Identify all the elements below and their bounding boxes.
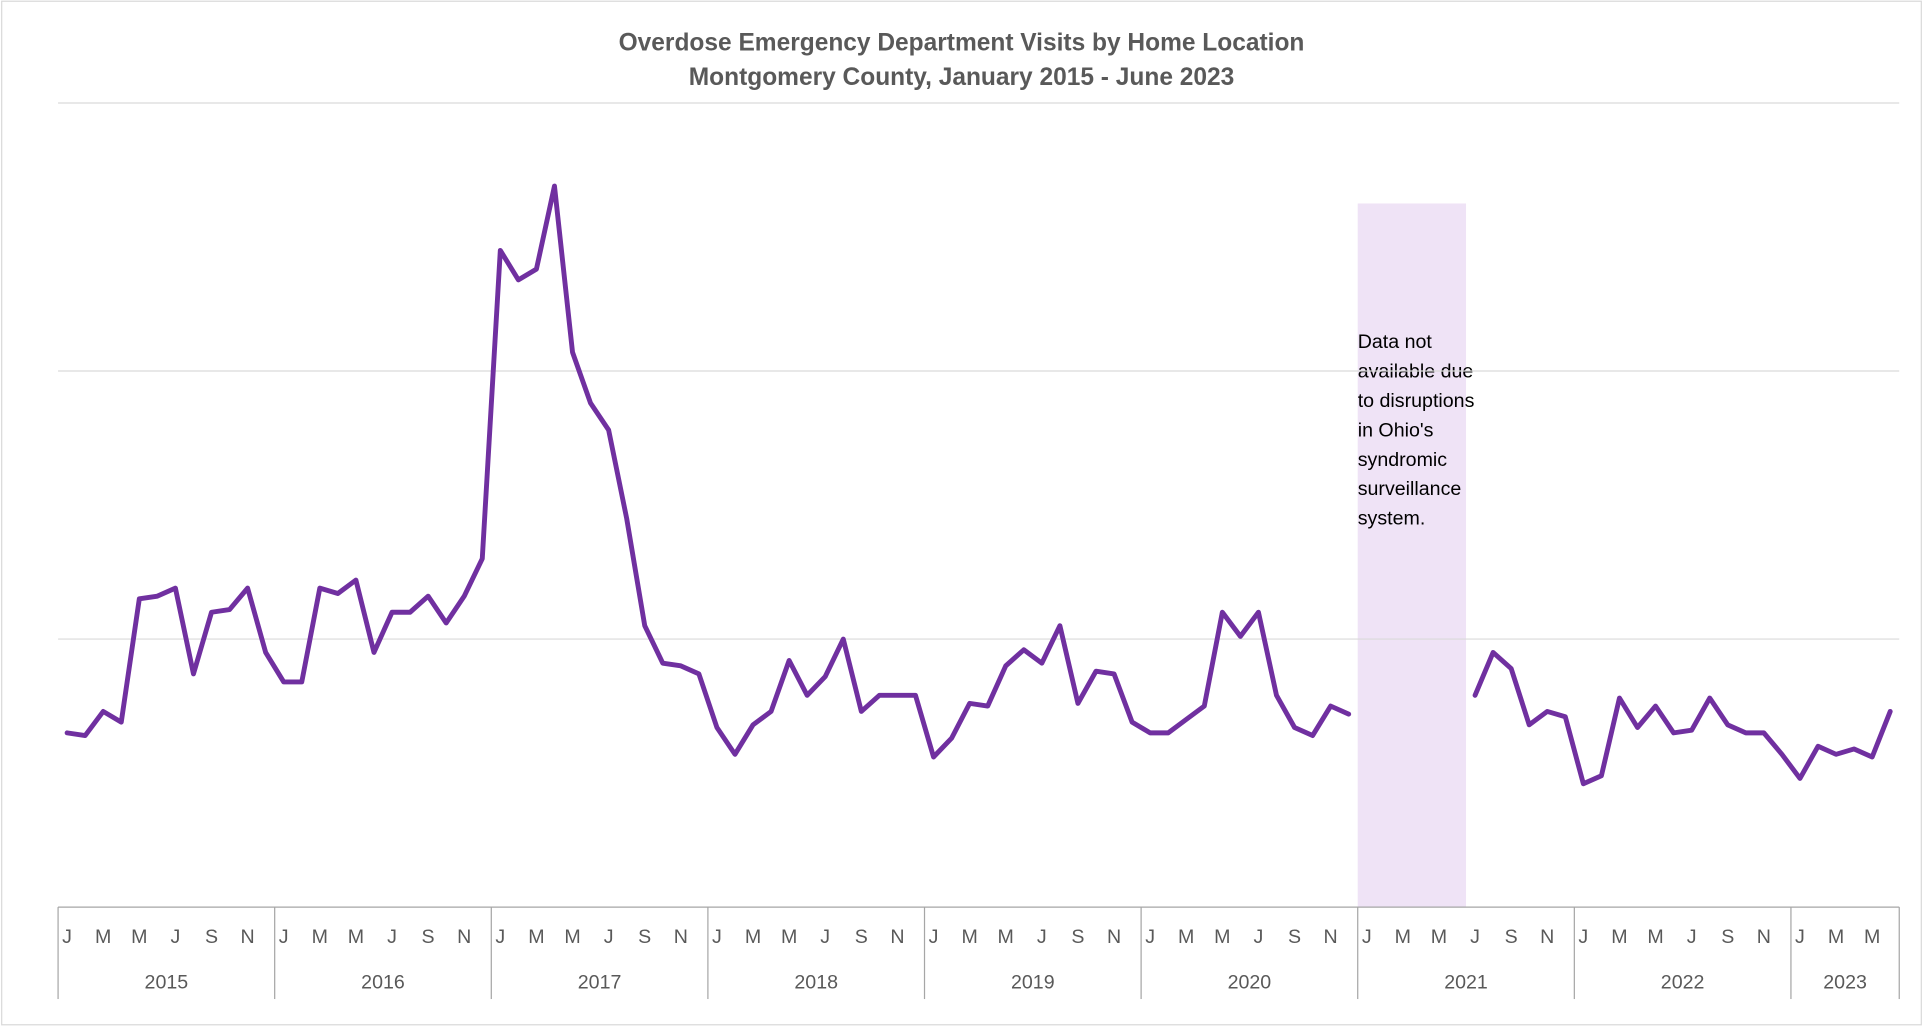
x-tick-label: N (1540, 926, 1554, 948)
x-tick-label: M (95, 926, 111, 948)
x-tick-label: J (495, 926, 505, 948)
x-tick-label: J (387, 926, 397, 948)
x-tick-label: N (241, 926, 255, 948)
x-tick-label: S (1505, 926, 1518, 948)
x-tick-label: J (171, 926, 181, 948)
x-tick-label: J (1145, 926, 1155, 948)
annotation: Data not available due to disruptions in… (1357, 332, 1475, 530)
x-tick-label: S (1721, 926, 1734, 948)
year-label: 2017 (578, 971, 622, 993)
x-tick-label: M (961, 926, 977, 948)
x-tick-label: N (1107, 926, 1121, 948)
x-tick-label: M (312, 926, 328, 948)
x-tick-label: M (745, 926, 761, 948)
year-label: 2018 (794, 971, 838, 993)
x-tick-label: S (205, 926, 218, 948)
no-data-band (1357, 203, 1467, 908)
x-tick-label: M (348, 926, 364, 948)
data-line (1472, 650, 1893, 787)
x-tick-label: N (890, 926, 904, 948)
x-tick-label: J (1578, 926, 1588, 948)
x-tick-label: M (528, 926, 544, 948)
x-tick-label: S (1071, 926, 1084, 948)
year-label: 2020 (1228, 971, 1272, 993)
x-tick-label: J (62, 926, 72, 948)
x-tick-label: S (1288, 926, 1301, 948)
x-tick-label: J (604, 926, 614, 948)
x-tick-label: M (131, 926, 147, 948)
x-tick-label: M (998, 926, 1014, 948)
annotation-box: Data not available due to disruptions in… (1357, 332, 1475, 530)
data-line (64, 183, 1352, 760)
year-label: 2021 (1444, 971, 1488, 993)
x-tick-label: M (1395, 926, 1411, 948)
x-tick-label: M (1647, 926, 1663, 948)
x-tick-label: N (1757, 926, 1771, 948)
x-tick-label: M (1431, 926, 1447, 948)
year-label: 2022 (1661, 971, 1705, 993)
x-tick-label: M (1864, 926, 1880, 948)
x-tick-label: S (638, 926, 651, 948)
x-tick-label: N (1324, 926, 1338, 948)
x-tick-label: J (820, 926, 830, 948)
x-tick-label: J (1795, 926, 1805, 948)
chart-title: Overdose Emergency Department Visits by … (619, 30, 1305, 57)
x-tick-label: J (712, 926, 722, 948)
x-tick-label: J (1037, 926, 1047, 948)
x-tick-label: J (1470, 926, 1480, 948)
x-tick-label: M (1214, 926, 1230, 948)
x-tick-label: N (457, 926, 471, 948)
x-tick-label: M (1828, 926, 1844, 948)
x-tick-label: M (781, 926, 797, 948)
year-label: 2019 (1011, 971, 1055, 993)
x-tick-label: J (1254, 926, 1264, 948)
year-label: 2016 (361, 971, 405, 993)
x-tick-label: J (1687, 926, 1697, 948)
x-tick-label: J (279, 926, 289, 948)
x-tick-label: M (1178, 926, 1194, 948)
x-tick-label: S (855, 926, 868, 948)
year-label: 2015 (145, 971, 189, 993)
x-tick-label: N (674, 926, 688, 948)
x-tick-label: M (1611, 926, 1627, 948)
x-tick-label: M (564, 926, 580, 948)
year-label: 2023 (1823, 971, 1867, 993)
x-tick-label: S (422, 926, 435, 948)
x-tick-label: J (1362, 926, 1372, 948)
x-tick-label: J (929, 926, 939, 948)
chart-subtitle: Montgomery County, January 2015 - June 2… (689, 64, 1235, 91)
